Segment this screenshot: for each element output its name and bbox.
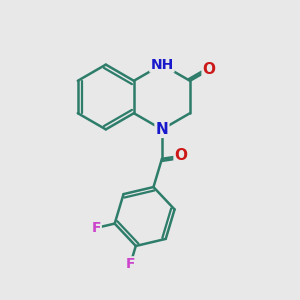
Text: F: F bbox=[125, 257, 135, 271]
Text: N: N bbox=[156, 122, 168, 137]
Text: NH: NH bbox=[150, 58, 174, 72]
Text: O: O bbox=[175, 148, 188, 164]
Text: F: F bbox=[91, 221, 101, 235]
Text: O: O bbox=[202, 62, 216, 77]
